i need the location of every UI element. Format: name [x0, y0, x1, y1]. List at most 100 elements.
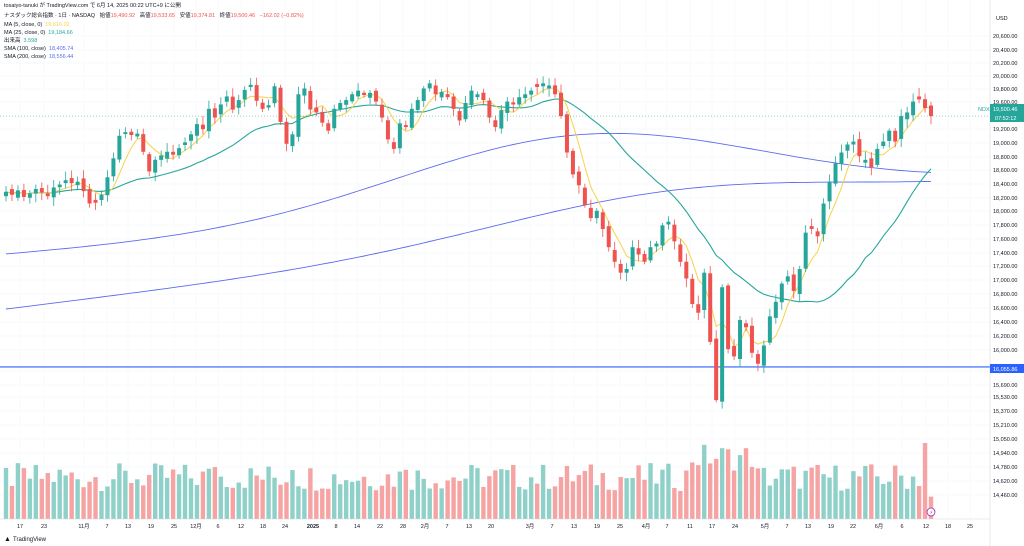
- volume-bar: [833, 465, 838, 519]
- candle-body: [75, 181, 80, 186]
- volume-bar: [511, 465, 516, 519]
- candle-body: [929, 105, 933, 117]
- candle-body: [779, 283, 784, 303]
- tradingview-logo[interactable]: ▲ TradingView: [4, 536, 47, 543]
- volume-bar: [308, 468, 313, 519]
- candle-body: [27, 193, 32, 198]
- ma-5-line: [5, 87, 931, 348]
- volume-bar: [857, 476, 862, 519]
- candle-body: [469, 90, 474, 106]
- candle-body: [326, 123, 331, 131]
- candle-body: [57, 184, 62, 188]
- volume-bar: [851, 471, 856, 519]
- volume-bar: [791, 466, 796, 519]
- volume-bar: [409, 489, 415, 519]
- candle-body: [439, 92, 444, 98]
- volume-bar: [564, 465, 570, 519]
- candle-body: [379, 104, 384, 118]
- price-tick-label: 15,690.00: [993, 383, 1017, 389]
- symbol-line[interactable]: ナスダック総合指数 · 1日 · NASDAQ: [4, 13, 96, 19]
- candle-body: [451, 96, 456, 109]
- indicator-legend-item[interactable]: MA (25, close, 0) 19,184.66: [4, 29, 76, 38]
- volume-bar: [451, 477, 456, 519]
- volume-bar: [755, 468, 761, 519]
- volume-bar: [87, 481, 92, 519]
- candle-body: [433, 85, 438, 95]
- time-tick-label: 25: [967, 524, 973, 530]
- price-tick-label: 16,800.00: [993, 292, 1017, 298]
- indicator-legend-item[interactable]: SMA (200, close) 18,556.44: [4, 53, 76, 62]
- time-tick-label: 25: [617, 524, 623, 530]
- candle-body: [105, 177, 110, 196]
- volume-bar: [284, 482, 289, 519]
- indicator-legend-item[interactable]: 出来高 3.598: [4, 37, 40, 46]
- candle-body: [535, 84, 540, 87]
- volume-bar: [15, 463, 21, 519]
- candle-body: [845, 144, 850, 151]
- volume-bar: [421, 478, 426, 519]
- volume-bar: [618, 477, 623, 519]
- price-tick-label: 20,600.00: [993, 34, 1017, 40]
- volume-bar: [743, 448, 749, 519]
- price-tick-label: 17,800.00: [993, 223, 1017, 229]
- candle-body: [302, 88, 307, 96]
- volume-bar: [499, 469, 504, 519]
- price-tick-label: 20,200.00: [993, 61, 1017, 67]
- open-label: 始値: [99, 13, 111, 19]
- indicator-legend-item[interactable]: MA (5, close, 0) 19,616.02: [4, 21, 73, 30]
- volume-bar: [248, 468, 253, 519]
- price-tick-label: 17,400.00: [993, 251, 1017, 257]
- volume-bar: [684, 470, 689, 519]
- volume-bar: [463, 478, 468, 519]
- time-tick-label: 25: [171, 524, 177, 530]
- candle-body: [827, 181, 832, 202]
- time-tick-label: 4月: [642, 523, 651, 530]
- volume-bar: [93, 477, 98, 519]
- volume-bar: [188, 478, 194, 519]
- candle-body: [87, 189, 92, 204]
- volume-bar: [875, 476, 880, 519]
- candle-body: [654, 243, 659, 247]
- volume-bar: [528, 477, 534, 519]
- volume-bar: [445, 480, 450, 519]
- candle-body: [338, 103, 343, 109]
- volume-bar: [51, 481, 56, 519]
- candle-body: [541, 83, 546, 87]
- candle-body: [702, 272, 707, 311]
- candle-body: [147, 154, 152, 172]
- volume-bar: [427, 488, 432, 519]
- time-tick-label: 2025: [307, 524, 319, 530]
- time-tick-label: 12: [238, 524, 244, 530]
- indicator-label: SMA (100, close): [4, 46, 46, 52]
- volume-bar: [337, 484, 343, 519]
- indicator-legend-item[interactable]: SMA (100, close) 18,405.74: [4, 45, 76, 54]
- time-tick-label: 19: [828, 524, 834, 530]
- time-tick-label: 7: [445, 524, 448, 530]
- volume-bar: [278, 484, 283, 519]
- candle-body: [117, 135, 122, 160]
- price-tick-label: 17,200.00: [993, 264, 1017, 270]
- candle-body: [123, 132, 128, 135]
- volume-bar: [302, 488, 307, 519]
- candle-body: [141, 134, 146, 152]
- candle-body: [350, 94, 355, 102]
- time-tick-label: 14: [354, 524, 360, 530]
- ma-25-line: [5, 98, 932, 303]
- volume-bar: [534, 483, 540, 519]
- support-tag-bg: [990, 364, 1024, 373]
- volume-bar: [200, 471, 206, 519]
- candle-body: [230, 96, 235, 110]
- candle-body: [409, 108, 414, 128]
- volume-bar: [75, 479, 80, 519]
- tradingview-logo-icon: ▲: [4, 536, 11, 543]
- candle-body: [332, 108, 337, 129]
- volume-bar: [379, 485, 385, 519]
- time-axis-ticks[interactable]: 17 23 11月 7 13 19 25 12月 6 12 18 24 2025 8 14 22 28 2月 7 13…: [17, 523, 973, 530]
- time-tick-label: 22: [377, 524, 383, 530]
- volume-bar: [57, 469, 62, 519]
- volume-bar: [224, 487, 230, 519]
- event-marker-icon[interactable]: [926, 507, 936, 517]
- volume-bar: [403, 469, 409, 519]
- volume-bar: [194, 484, 200, 519]
